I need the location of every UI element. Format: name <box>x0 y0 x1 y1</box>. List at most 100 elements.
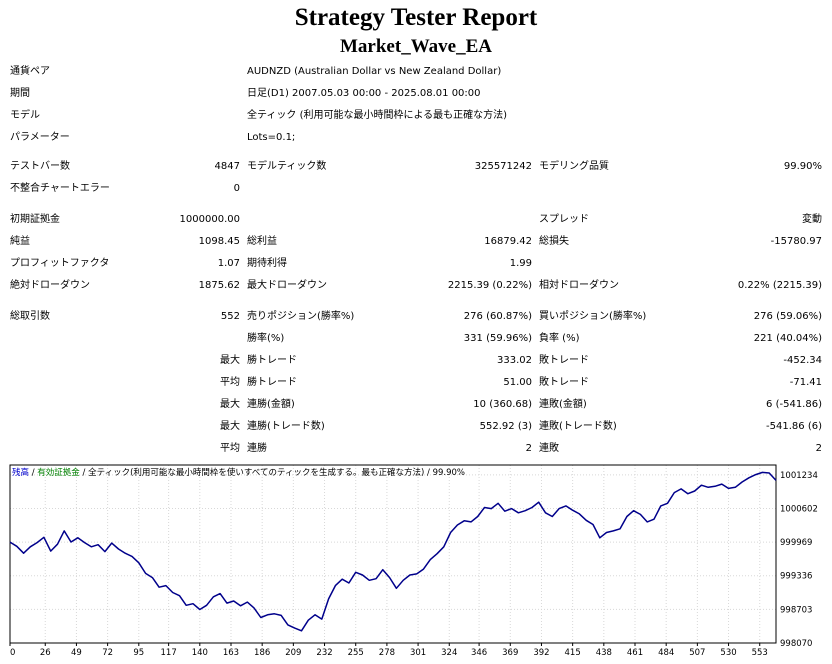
expected-payoff-value: 1.99 <box>509 258 532 269</box>
absolute-drawdown-value: 1875.62 <box>198 280 240 291</box>
average-loss-value: -71.41 <box>789 377 822 388</box>
loss-trades-label: 負率 (%) <box>539 333 580 344</box>
spread-label: スプレッド <box>539 214 589 225</box>
x-tick-label: 95 <box>133 648 144 658</box>
y-tick-label: 1001234 <box>780 471 818 481</box>
y-tick-label: 999336 <box>780 572 812 582</box>
cons-losses-money-label: 連敗(金額) <box>539 399 587 410</box>
symbol-label: 通貨ペア <box>10 66 50 77</box>
balance-chart: 998070 998703 999336 999969 1000602 1001234 0… <box>8 462 832 664</box>
deposit-value: 1000000.00 <box>179 214 240 225</box>
gross-loss-value: -15780.97 <box>770 236 822 247</box>
average-qualifier: 平均 <box>220 377 240 388</box>
x-tick-label: 461 <box>627 648 643 658</box>
bars-label: テストバー数 <box>10 161 70 172</box>
report-title: Strategy Tester Report <box>294 4 538 31</box>
avg-cons-losses-label: 連敗 <box>539 443 559 454</box>
legend-equity: 有効証拠金 <box>37 467 80 478</box>
net-profit-label: 純益 <box>10 236 30 247</box>
largest-profit-value: 333.02 <box>497 355 532 366</box>
profit-factor-label: プロフィットファクタ <box>10 258 110 269</box>
x-tick-label: 553 <box>752 648 768 658</box>
long-positions-label: 買いポジション(勝率%) <box>539 311 647 322</box>
quality-value: 99.90% <box>783 161 822 172</box>
trades-row-total: 総取引数 552 売りポジション(勝率%) 276 (60.87%) 買いポジシ… <box>0 306 832 328</box>
info-row-symbol: 通貨ペア AUDNZD (Australian Dollar vs New Ze… <box>0 61 832 83</box>
relative-drawdown-label: 相対ドローダウン <box>539 280 619 291</box>
ticks-label: モデルティック数 <box>247 161 327 172</box>
maximal-drawdown-label: 最大ドローダウン <box>247 280 327 291</box>
cons-losses-money-value: 6 (-541.86) <box>766 399 822 410</box>
deposit-label: 初期証拠金 <box>10 214 60 225</box>
x-tick-label: 232 <box>316 648 332 658</box>
x-tick-label: 301 <box>410 648 426 658</box>
x-tick-label: 415 <box>565 648 581 658</box>
params-label: パラメーター <box>10 132 70 143</box>
x-tick-label: 26 <box>40 648 51 658</box>
y-axis-ticks: 998070 998703 999336 999969 1000602 1001234 <box>780 471 818 649</box>
x-tick-label: 72 <box>102 648 113 658</box>
model-label: モデル <box>10 110 40 121</box>
legend-quality: 99.90% <box>433 468 465 478</box>
mismatch-label: 不整合チャートエラー <box>10 183 110 194</box>
profit-factor-value: 1.07 <box>217 258 240 269</box>
relative-drawdown-value: 0.22% (2215.39) <box>737 280 822 291</box>
info-row-period: 期間 日足(D1) 2007.05.03 00:00 - 2025.08.01 … <box>0 83 832 105</box>
legend-sep-3: / <box>424 468 432 478</box>
short-positions-value: 276 (60.87%) <box>463 311 532 322</box>
params-value: Lots=0.1; <box>247 132 296 143</box>
cons-money-qualifier: 最大 <box>220 399 240 410</box>
profit-trades-value: 331 (59.96%) <box>463 333 532 344</box>
net-profit-value: 1098.45 <box>198 236 240 247</box>
trades-row-avg-cons: 平均 連勝 2 連敗 2 <box>0 438 832 460</box>
expected-payoff-label: 期待利得 <box>247 258 287 269</box>
svg-text:残高 / 有効証拠金 / 全ティック(利用可能な最小時間枠を: 残高 / 有効証拠金 / 全ティック(利用可能な最小時間枠を使いすべてのティック… <box>12 467 465 478</box>
stats-row-drawdown: 絶対ドローダウン 1875.62 最大ドローダウン 2215.39 (0.22%… <box>0 275 832 297</box>
x-tick-label: 0 <box>10 648 15 658</box>
x-tick-label: 117 <box>161 648 177 658</box>
gross-loss-label: 総損失 <box>539 236 569 247</box>
avg-cons-wins-label: 連勝 <box>247 443 267 454</box>
balance-line <box>9 471 777 632</box>
x-tick-label: 140 <box>192 648 208 658</box>
bars-value: 4847 <box>214 161 240 172</box>
period-value: 日足(D1) 2007.05.03 00:00 - 2025.08.01 00:… <box>247 88 481 99</box>
absolute-drawdown-label: 絶対ドローダウン <box>10 280 90 291</box>
plot-frame <box>9 464 777 644</box>
x-tick-label: 507 <box>689 648 705 658</box>
cons-loss-label: 連敗(トレード数) <box>539 421 617 432</box>
total-trades-label: 総取引数 <box>10 311 50 322</box>
long-positions-value: 276 (59.06%) <box>753 311 822 322</box>
legend-sep-2: / <box>80 468 88 478</box>
legend-sep-1: / <box>29 468 37 478</box>
spread-value: 変動 <box>802 214 822 225</box>
x-tick-label: 484 <box>658 648 674 658</box>
avg-cons-wins-value: 2 <box>525 443 532 454</box>
short-positions-label: 売りポジション(勝率%) <box>247 311 355 322</box>
cons-profit-value: 552.92 (3) <box>479 421 532 432</box>
x-tick-label: 324 <box>441 648 457 658</box>
trades-row-largest: 最大 勝トレード 333.02 敗トレード -452.34 <box>0 350 832 372</box>
trades-row-cons-money: 最大 連勝(金額) 10 (360.68) 連敗(金額) 6 (-541.86) <box>0 394 832 416</box>
y-tick-label: 998703 <box>780 605 812 615</box>
stats-row-pf: プロフィットファクタ 1.07 期待利得 1.99 <box>0 253 832 275</box>
report-subtitle: Market_Wave_EA <box>340 36 492 57</box>
largest-profit-label: 勝トレード <box>247 355 297 366</box>
profit-trades-label: 勝率(%) <box>247 333 285 344</box>
stats-row-mismatch: 不整合チャートエラー 0 <box>0 178 832 200</box>
trades-row-cons-count: 最大 連勝(トレード数) 552.92 (3) 連敗(トレード数) -541.8… <box>0 416 832 438</box>
loss-trades-value: 221 (40.04%) <box>753 333 822 344</box>
trades-row-average: 平均 勝トレード 51.00 敗トレード -71.41 <box>0 372 832 394</box>
average-profit-value: 51.00 <box>503 377 532 388</box>
x-tick-label: 209 <box>285 648 301 658</box>
quality-label: モデリング品質 <box>539 161 609 172</box>
stats-row-deposit: 初期証拠金 1000000.00 スプレッド 変動 <box>0 209 832 231</box>
y-tick-label: 999969 <box>780 538 812 548</box>
x-tick-label: 163 <box>223 648 239 658</box>
maximal-drawdown-value: 2215.39 (0.22%) <box>447 280 532 291</box>
cons-count-qualifier: 最大 <box>220 421 240 432</box>
x-tick-label: 49 <box>71 648 82 658</box>
mismatch-value: 0 <box>233 183 240 194</box>
symbol-value: AUDNZD (Australian Dollar vs New Zealand… <box>247 66 502 77</box>
legend-balance: 残高 <box>12 467 29 478</box>
